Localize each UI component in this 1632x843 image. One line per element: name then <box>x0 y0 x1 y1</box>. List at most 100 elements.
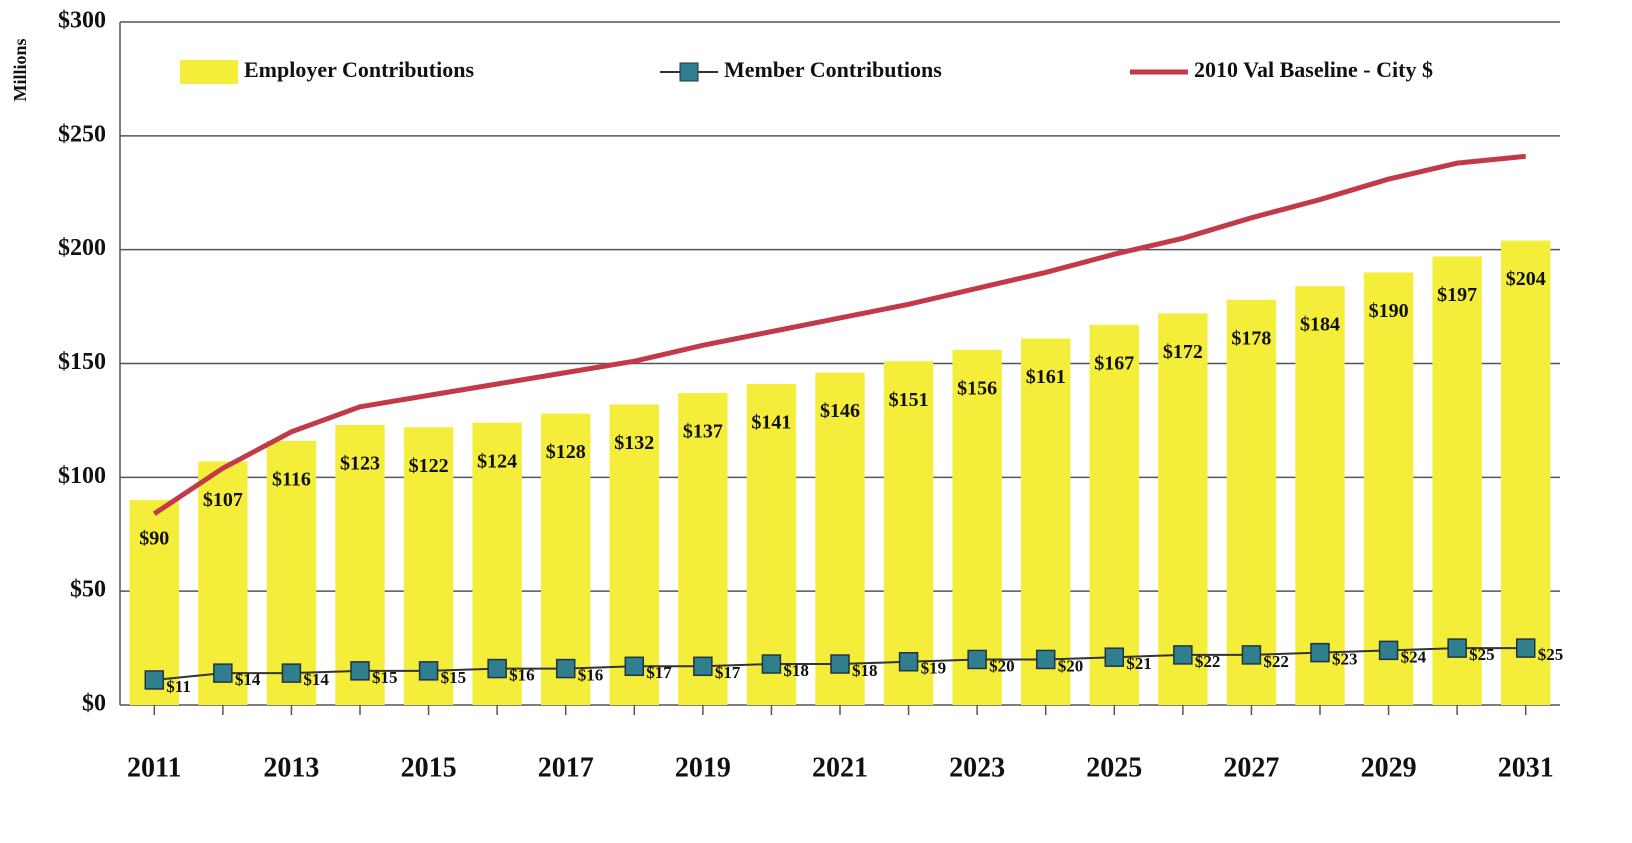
bar <box>1021 338 1071 705</box>
data-label: $197 <box>1437 284 1477 306</box>
data-label: $24 <box>1401 647 1427 666</box>
data-label: $122 <box>409 455 449 477</box>
marker <box>830 654 850 674</box>
marker <box>1173 645 1193 665</box>
data-label: $178 <box>1231 327 1271 349</box>
legend-swatch <box>180 60 238 84</box>
marker <box>1310 642 1330 663</box>
data-label: $20 <box>989 656 1015 675</box>
marker <box>1241 645 1262 665</box>
bar <box>609 404 659 705</box>
data-label: $11 <box>166 677 191 696</box>
marker <box>213 663 233 683</box>
data-label: $23 <box>1332 650 1358 669</box>
data-label: $22 <box>1195 652 1221 671</box>
data-label: $16 <box>509 665 534 684</box>
x-tick-label: 2027 <box>1223 752 1279 783</box>
data-label: $128 <box>546 441 586 463</box>
bar <box>335 424 385 705</box>
y-tick-label: $0 <box>82 691 106 717</box>
marker <box>1104 647 1125 667</box>
bar <box>952 349 1002 705</box>
data-label: $204 <box>1506 268 1546 290</box>
marker <box>1515 638 1536 658</box>
y-tick-label: $250 <box>58 121 106 147</box>
data-label: $17 <box>715 663 741 682</box>
data-label: $123 <box>340 453 380 475</box>
marker <box>144 670 165 690</box>
marker <box>693 656 713 677</box>
x-tick-label: 2029 <box>1361 752 1417 783</box>
bar <box>1432 256 1482 705</box>
data-label: $14 <box>235 670 261 689</box>
bar <box>815 372 865 705</box>
x-tick-label: 2025 <box>1086 752 1142 783</box>
data-label: $18 <box>783 661 809 680</box>
bar <box>403 427 454 705</box>
marker <box>281 663 302 683</box>
marker <box>761 654 782 674</box>
bar <box>1089 324 1139 705</box>
legend-label: 2010 Val Baseline - City $ <box>1194 57 1433 82</box>
marker <box>1378 640 1399 661</box>
marker <box>418 661 439 681</box>
legend-label: Employer Contributions <box>244 57 474 82</box>
bar <box>1295 286 1345 705</box>
data-label: $167 <box>1094 352 1134 374</box>
data-label: $146 <box>820 400 860 422</box>
y-tick-label: $100 <box>58 463 106 489</box>
data-label: $124 <box>477 450 517 472</box>
data-label: $25 <box>1469 645 1495 664</box>
data-label: $15 <box>441 668 467 687</box>
data-label: $141 <box>751 412 791 434</box>
y-axis-label: Millions <box>10 38 30 101</box>
legend-marker <box>679 62 699 82</box>
y-tick-label: $150 <box>58 349 106 375</box>
bar <box>472 422 522 705</box>
x-tick-label: 2013 <box>263 752 319 783</box>
x-tick-label: 2021 <box>812 752 868 783</box>
line <box>152 153 1526 516</box>
y-tick-label: $50 <box>70 577 106 603</box>
data-label: $90 <box>139 528 169 550</box>
marker <box>350 661 370 681</box>
bar <box>1501 240 1551 705</box>
data-label: $22 <box>1263 652 1289 671</box>
data-label: $132 <box>614 432 654 454</box>
marker <box>898 651 919 672</box>
data-label: $190 <box>1369 300 1409 322</box>
bar <box>678 393 728 705</box>
data-label: $17 <box>646 663 672 682</box>
x-tick-label: 2011 <box>127 752 181 783</box>
data-label: $16 <box>578 665 604 684</box>
y-tick-label: $200 <box>58 235 106 261</box>
bar <box>883 361 934 705</box>
marker <box>624 656 645 677</box>
x-tick-label: 2023 <box>949 752 1005 783</box>
marker <box>967 649 987 670</box>
data-label: $14 <box>303 670 329 689</box>
data-label: $21 <box>1126 654 1152 673</box>
data-label: $184 <box>1300 314 1340 336</box>
data-label: $161 <box>1026 366 1066 388</box>
bar <box>266 440 317 705</box>
data-label: $15 <box>372 668 398 687</box>
data-label: $172 <box>1163 341 1203 363</box>
data-label: $137 <box>683 421 723 443</box>
y-tick-label: $300 <box>58 8 106 34</box>
bar <box>1158 313 1208 705</box>
x-tick-label: 2015 <box>401 752 457 783</box>
data-label: $25 <box>1538 645 1564 664</box>
data-label: $116 <box>272 469 311 491</box>
bar <box>1363 272 1414 705</box>
x-tick-label: 2031 <box>1498 752 1554 783</box>
x-tick-label: 2019 <box>675 752 731 783</box>
bar <box>541 413 591 705</box>
data-label: $107 <box>203 489 243 511</box>
x-tick-label: 2017 <box>538 752 594 783</box>
marker <box>1447 638 1467 658</box>
data-label: $20 <box>1058 656 1084 675</box>
bar <box>746 383 797 705</box>
marker <box>555 658 576 679</box>
